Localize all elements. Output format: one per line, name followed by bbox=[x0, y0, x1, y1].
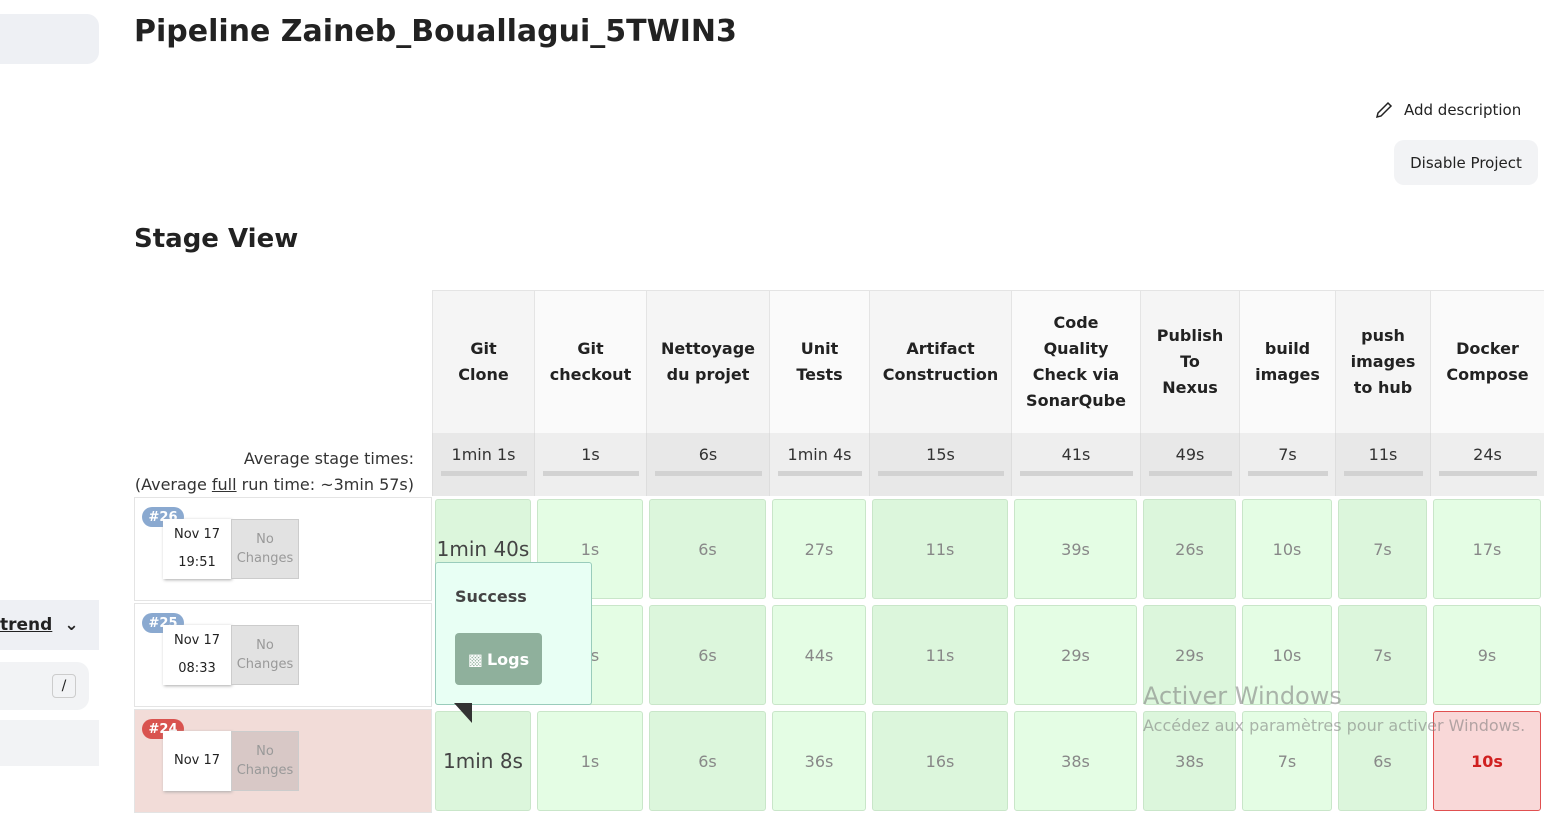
stage-cell: 38s bbox=[1014, 711, 1137, 811]
stage-cell: 1s bbox=[537, 711, 643, 811]
time: 19:51 bbox=[178, 555, 216, 570]
stage-header: Code Quality Check via SonarQube bbox=[1011, 290, 1140, 433]
stage-cell: 6s bbox=[649, 711, 766, 811]
stage-average: 49s bbox=[1140, 433, 1239, 496]
stage-average: 11s bbox=[1335, 433, 1430, 496]
stage-cell: 11s bbox=[872, 605, 1008, 705]
stage-average: 1s bbox=[534, 433, 646, 496]
search-box[interactable]: / bbox=[0, 662, 89, 710]
average-label: Average stage times: (Average full run ti… bbox=[134, 446, 414, 498]
logs-label: Logs bbox=[486, 649, 530, 669]
text: run time: ~3min 57s) bbox=[236, 475, 414, 494]
average-bar bbox=[1439, 471, 1537, 476]
stage-header: build images bbox=[1239, 290, 1335, 433]
stage-cell: 29s bbox=[1014, 605, 1137, 705]
average-bar bbox=[543, 471, 639, 476]
stage-average: 41s bbox=[1011, 433, 1140, 496]
stage-header: Git checkout bbox=[534, 290, 646, 433]
stage-header: Artifact Construction bbox=[869, 290, 1011, 433]
build-date: Nov 17 08:33 bbox=[163, 625, 231, 685]
average-full: (Average full run time: ~3min 57s) bbox=[134, 472, 414, 498]
changes: No Changes bbox=[231, 625, 299, 685]
disable-project[interactable]: Disable Project bbox=[1394, 140, 1538, 185]
changes: No Changes bbox=[231, 731, 299, 791]
full-link[interactable]: full bbox=[211, 475, 237, 494]
average-bar bbox=[878, 471, 1004, 476]
stage-header: Nettoyage du projet bbox=[646, 290, 769, 433]
stage-average: 15s bbox=[869, 433, 1011, 496]
average-bar bbox=[1248, 471, 1328, 476]
tooltip-status: Success bbox=[455, 587, 527, 606]
build-date: Nov 17 19:51 bbox=[163, 519, 231, 579]
sidebar-item[interactable] bbox=[0, 14, 99, 64]
stage-view-title: Stage View bbox=[134, 224, 299, 254]
stage-cell: 44s bbox=[772, 605, 866, 705]
date: Nov 17 bbox=[173, 753, 221, 768]
stage-cell: 9s bbox=[1433, 605, 1541, 705]
stage-header: Git Clone bbox=[432, 290, 534, 433]
stage-header: Publish To Nexus bbox=[1140, 290, 1239, 433]
stage-average: 24s bbox=[1430, 433, 1544, 496]
pencil-icon bbox=[1375, 101, 1393, 119]
stage-header: push images to hub bbox=[1335, 290, 1430, 433]
stage-average: 6s bbox=[646, 433, 769, 496]
stage-cell: 27s bbox=[772, 499, 866, 599]
stage-cell: 10s bbox=[1242, 605, 1332, 705]
average-bar bbox=[441, 471, 527, 476]
stage-cell: 29s bbox=[1143, 605, 1236, 705]
page: Pipeline Zaineb_Bouallagui_5TWIN3 Add de… bbox=[0, 14, 1544, 813]
average-bar bbox=[1020, 471, 1133, 476]
stage-cell: 17s bbox=[1433, 499, 1541, 599]
stage-average: 7s bbox=[1239, 433, 1335, 496]
build-date: Nov 17 bbox=[163, 731, 231, 791]
trend-label: trend bbox=[0, 615, 53, 635]
tooltip: Success ▩ Logs bbox=[435, 562, 592, 705]
stage-cell: 6s bbox=[649, 499, 766, 599]
changes: No Changes bbox=[231, 519, 299, 579]
average-title: Average stage times: bbox=[243, 449, 414, 468]
trend-menu[interactable]: trend ⌄ bbox=[0, 600, 99, 650]
stage-cell: 36s bbox=[772, 711, 866, 811]
stage-cell: 39s bbox=[1014, 499, 1137, 599]
logs-button[interactable]: ▩ Logs bbox=[455, 633, 542, 685]
page-title: Pipeline Zaineb_Bouallagui_5TWIN3 bbox=[134, 14, 737, 49]
stage-cell: 16s bbox=[872, 711, 1008, 811]
date: Nov 17 bbox=[173, 527, 221, 542]
add-description-label: Add description bbox=[1404, 101, 1522, 119]
shortcut-key: / bbox=[52, 674, 76, 698]
average-bar bbox=[655, 471, 762, 476]
add-description[interactable]: Add description bbox=[1374, 100, 1521, 120]
stage-cell: 7s bbox=[1338, 605, 1427, 705]
average-bar bbox=[1149, 471, 1232, 476]
average-bar bbox=[778, 471, 862, 476]
stage-cell: 10s bbox=[1242, 499, 1332, 599]
time: 08:33 bbox=[178, 661, 216, 676]
stage-cell: 1min 8s bbox=[435, 711, 531, 811]
date: Nov 17 bbox=[173, 633, 221, 648]
text: (Average bbox=[134, 475, 212, 494]
stage-header: Unit Tests bbox=[769, 290, 869, 433]
stage-cell: 6s bbox=[649, 605, 766, 705]
stage-cell: 26s bbox=[1143, 499, 1236, 599]
watermark-title: Activer Windows bbox=[1143, 682, 1342, 710]
watermark-text: Accédez aux paramètres pour activer Wind… bbox=[1143, 716, 1526, 735]
sidebar-item[interactable] bbox=[0, 720, 99, 766]
tooltip-arrow bbox=[454, 703, 472, 723]
stage-cell: 7s bbox=[1338, 499, 1427, 599]
stage-average: 1min 4s bbox=[769, 433, 869, 496]
stage-average: 1min 1s bbox=[432, 433, 534, 496]
average-bar bbox=[1344, 471, 1423, 476]
stage-cell: 11s bbox=[872, 499, 1008, 599]
stage-header: Docker Compose bbox=[1430, 290, 1544, 433]
